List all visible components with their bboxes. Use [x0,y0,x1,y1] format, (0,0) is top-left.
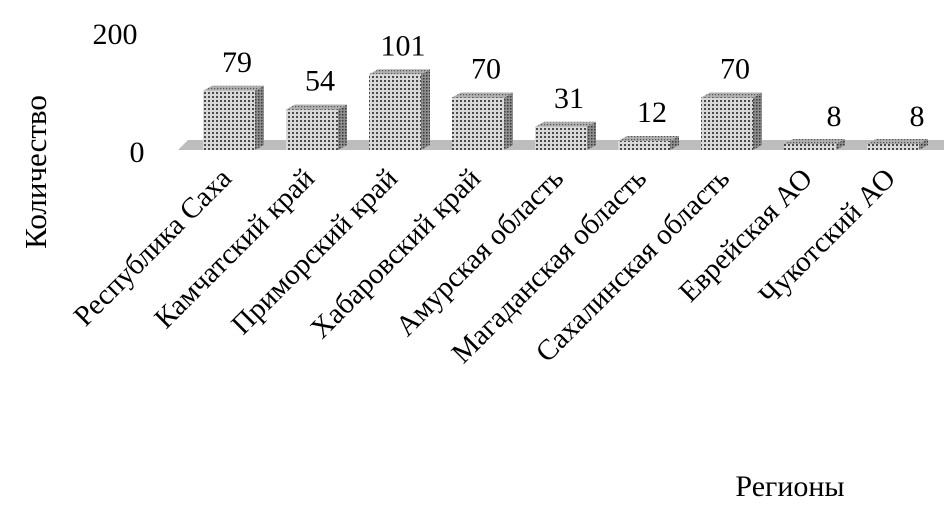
bar-front-face [618,141,670,150]
bar-side-face [670,136,679,150]
bar-front-face [286,109,338,150]
bar-top-face [369,69,430,75]
bar-9 [867,139,928,150]
y-axis-title: Количество [18,95,53,249]
bar-1 [203,85,264,150]
bar-top-face [452,92,513,98]
bar-top-face [784,139,845,144]
bar-front-face [203,90,255,150]
bar-top-face [867,139,928,144]
y-tick-label-zero: 0 [130,136,145,169]
bar-front-face [452,97,504,150]
bar-6 [618,136,679,150]
data-label-6: 12 [637,96,667,129]
bar-side-face [504,92,513,150]
bar-side-face [919,139,928,150]
bar-front-face [535,126,587,150]
bar-side-face [836,139,845,150]
bar-3 [369,69,430,150]
bar-4 [452,92,513,150]
bar-2 [286,104,347,150]
bar-front-face [369,74,421,150]
bar-top-face [701,92,762,98]
data-label-9: 8 [910,100,925,133]
bar-side-face [421,69,430,150]
bar-5 [535,121,596,150]
data-label-8: 8 [827,100,842,133]
bar-front-face [784,144,836,150]
data-label-5: 31 [554,82,584,115]
bar-side-face [255,85,264,150]
data-label-3: 101 [381,29,426,62]
data-label-4: 70 [471,53,501,86]
x-axis-title: Регионы [735,470,844,503]
bar-8 [784,139,845,150]
data-label-7: 70 [720,53,750,86]
bar-top-face [618,136,679,141]
value-labels-layer: 79 54 101 70 31 12 70 8 8 [222,29,925,133]
bar-7 [701,92,762,150]
bar-front-face [701,97,753,150]
bar-top-face [203,85,264,91]
bar-front-face [867,144,919,150]
bar-top-face [286,104,347,110]
data-label-2: 54 [305,65,335,98]
bar-top-face [535,121,596,127]
y-tick-label-top: 200 [93,18,138,51]
bar-side-face [587,121,596,150]
bar-side-face [338,104,347,150]
data-label-1: 79 [222,46,252,79]
bars-layer [203,69,928,150]
bar-side-face [753,92,762,150]
